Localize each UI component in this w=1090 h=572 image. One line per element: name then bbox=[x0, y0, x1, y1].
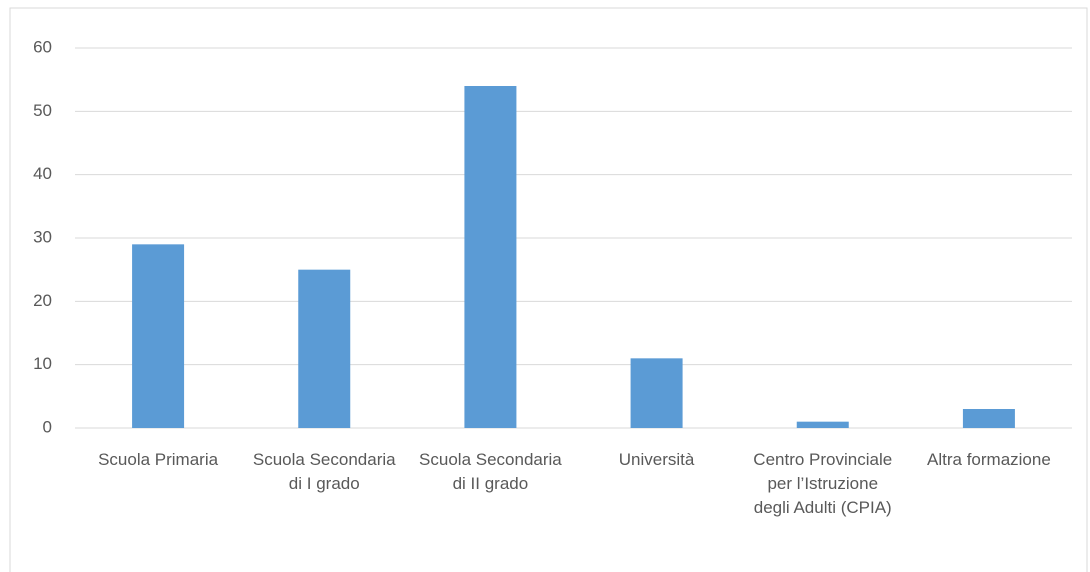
x-tick-label: Università bbox=[618, 450, 695, 469]
y-tick-label: 30 bbox=[33, 227, 52, 246]
bar bbox=[962, 409, 1015, 428]
bar bbox=[298, 269, 351, 428]
chart-border bbox=[9, 7, 1088, 572]
bar bbox=[464, 86, 517, 428]
bar bbox=[796, 421, 849, 428]
y-tick-label: 60 bbox=[33, 37, 52, 56]
y-tick-label: 0 bbox=[43, 417, 52, 436]
bar bbox=[630, 358, 683, 428]
bar bbox=[132, 244, 185, 428]
y-tick-label: 10 bbox=[33, 354, 52, 373]
x-tick-label: Altra formazione bbox=[927, 450, 1051, 469]
x-tick-label: Centro Provinciale per l’Istruzione degl… bbox=[753, 450, 893, 517]
x-tick-label: Scuola Primaria bbox=[98, 450, 219, 469]
y-tick-label: 50 bbox=[33, 101, 52, 120]
x-tick-label: Scuola Secondaria di I grado bbox=[252, 450, 396, 493]
y-tick-label: 40 bbox=[33, 164, 52, 183]
y-tick-label: 20 bbox=[33, 291, 52, 310]
x-tick-label: Scuola Secondaria di II grado bbox=[419, 450, 562, 493]
